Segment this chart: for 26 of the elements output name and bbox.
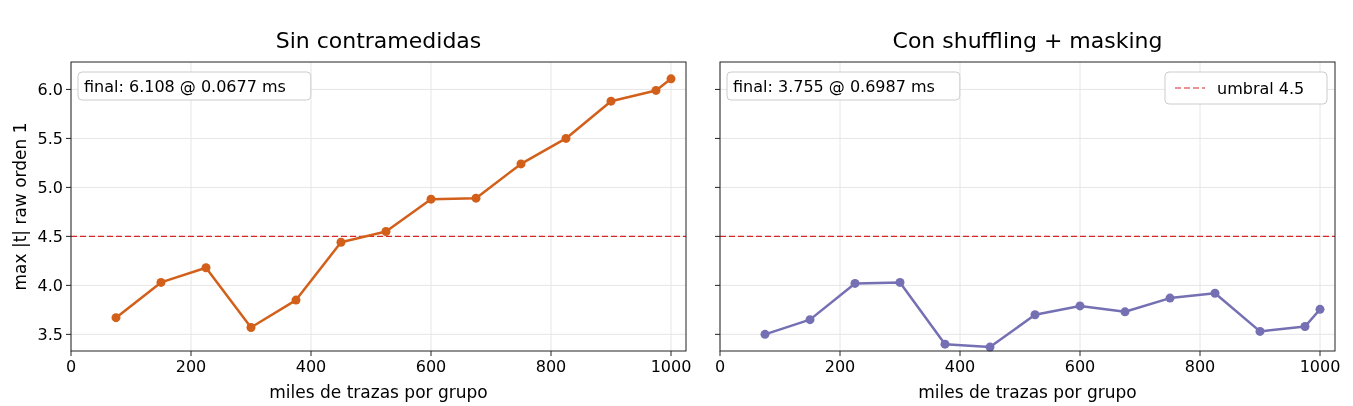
x-tick-label: 800 [1184, 357, 1216, 376]
x-axis-title: miles de trazas por grupo [269, 382, 488, 402]
chart-title: Con shuffling + masking [892, 28, 1163, 53]
x-tick-label: 200 [824, 357, 856, 376]
x-tick-label: 800 [535, 357, 567, 376]
y-axis-title: max |t| raw orden 1 [10, 122, 30, 291]
chart-title: Sin contramedidas [275, 28, 482, 53]
y-tick-label: 4.5 [37, 227, 63, 247]
y-tick-label: 5.5 [37, 129, 63, 149]
y-tick-label: 4.0 [37, 276, 63, 296]
x-tick-label: 0 [65, 357, 77, 376]
y-tick-label: 3.5 [37, 325, 63, 345]
x-axis-title: miles de trazas por grupo [918, 382, 1137, 402]
x-tick-label: 400 [295, 357, 327, 376]
x-tick-label: 600 [415, 357, 447, 376]
annotation: final: 3.755 @ 0.6987 ms [733, 77, 935, 96]
x-tick-label: 1000 [1299, 357, 1341, 376]
legend-label: umbral 4.5 [1217, 79, 1305, 98]
x-tick-label: 200 [175, 357, 207, 376]
x-tick-label: 1000 [650, 357, 692, 376]
x-tick-label: 600 [1064, 357, 1096, 376]
x-tick-label: 400 [944, 357, 976, 376]
annotation: final: 6.108 @ 0.0677 ms [84, 77, 286, 96]
y-tick-label: 6.0 [37, 80, 63, 100]
y-tick-label: 5.0 [37, 178, 63, 198]
x-tick-label: 0 [714, 357, 726, 376]
